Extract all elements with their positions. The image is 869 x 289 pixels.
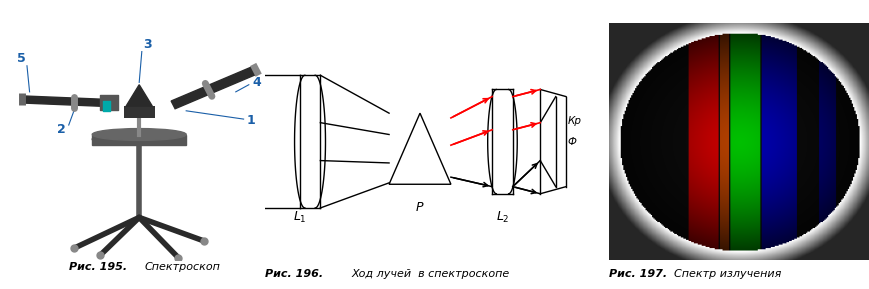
Text: $P$: $P$ — [415, 201, 424, 214]
Polygon shape — [171, 66, 257, 109]
Text: Рис. 197.: Рис. 197. — [608, 269, 667, 279]
Text: $L_1$: $L_1$ — [293, 210, 306, 225]
Text: 2: 2 — [56, 123, 65, 136]
Text: 3: 3 — [143, 38, 151, 51]
Bar — [123, 106, 155, 118]
Text: Рис. 195.: Рис. 195. — [69, 262, 127, 272]
Text: Ход лучей  в спектроскопе: Ход лучей в спектроскопе — [351, 269, 509, 279]
Ellipse shape — [92, 129, 186, 140]
Text: 1: 1 — [247, 114, 255, 127]
Bar — [92, 134, 186, 145]
Text: Кр: Кр — [567, 116, 581, 127]
Text: $L_2$: $L_2$ — [495, 210, 508, 225]
Text: Спектроскоп: Спектроскоп — [144, 262, 220, 272]
Text: 4: 4 — [252, 76, 261, 89]
Polygon shape — [126, 85, 152, 106]
Text: 5: 5 — [17, 52, 26, 65]
Ellipse shape — [92, 133, 186, 145]
Text: Рис. 196.: Рис. 196. — [265, 269, 323, 279]
Text: Спектр излучения: Спектр излучения — [673, 269, 780, 279]
Text: Ф: Ф — [567, 137, 576, 147]
